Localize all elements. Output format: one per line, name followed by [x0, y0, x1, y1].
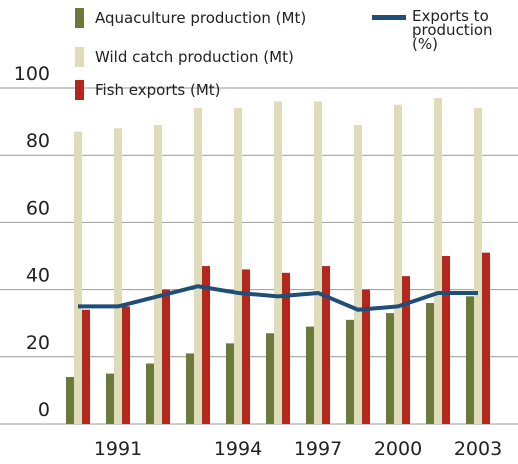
bar	[266, 333, 274, 424]
bar	[394, 104, 402, 425]
bar	[354, 124, 362, 425]
legend-label: Aquaculture production (Mt)	[95, 9, 307, 27]
bar	[474, 108, 482, 424]
x-tick-label: 1997	[294, 438, 342, 460]
legend-swatch	[372, 15, 406, 20]
y-tick-label: 0	[38, 399, 50, 421]
y-tick-label: 80	[26, 130, 50, 152]
bar	[82, 309, 90, 424]
bar	[434, 98, 442, 424]
bar	[202, 266, 210, 424]
bar	[226, 343, 234, 424]
bar	[274, 101, 282, 424]
legend-label: Fish exports (Mt)	[95, 81, 221, 99]
bar	[74, 131, 82, 424]
legend-label: Wild catch production (Mt)	[95, 48, 294, 66]
legend-swatch	[75, 47, 84, 67]
y-tick-label: 20	[26, 332, 50, 354]
bar	[234, 108, 242, 424]
legend-swatch	[75, 8, 84, 28]
bar	[346, 319, 354, 424]
bar	[122, 306, 130, 424]
bar	[386, 313, 394, 424]
bar	[66, 376, 74, 424]
bar	[402, 276, 410, 424]
bar	[466, 296, 474, 424]
bar	[282, 272, 290, 424]
bar	[194, 108, 202, 424]
bar	[482, 252, 490, 424]
x-tick-label: 1991	[94, 438, 142, 460]
bar	[362, 289, 370, 424]
y-tick-label: 60	[26, 197, 50, 219]
bar	[114, 128, 122, 424]
bar	[242, 269, 250, 424]
bar	[314, 101, 322, 424]
bar	[186, 353, 194, 424]
y-tick-label: 100	[14, 63, 50, 85]
y-tick-label: 40	[26, 265, 50, 287]
bar	[306, 326, 314, 424]
line-series	[78, 284, 478, 312]
legend-label: Exports to production (%)	[412, 7, 493, 53]
bar	[426, 303, 434, 424]
x-tick-label: 2000	[374, 438, 422, 460]
bar	[146, 363, 154, 424]
bar	[322, 266, 330, 424]
x-tick-label: 2003	[454, 438, 502, 460]
legend-swatch	[75, 80, 84, 100]
bar	[442, 256, 450, 424]
x-tick-label: 1994	[214, 438, 262, 460]
bar	[162, 289, 170, 424]
bar	[154, 124, 162, 425]
bar	[106, 373, 114, 424]
